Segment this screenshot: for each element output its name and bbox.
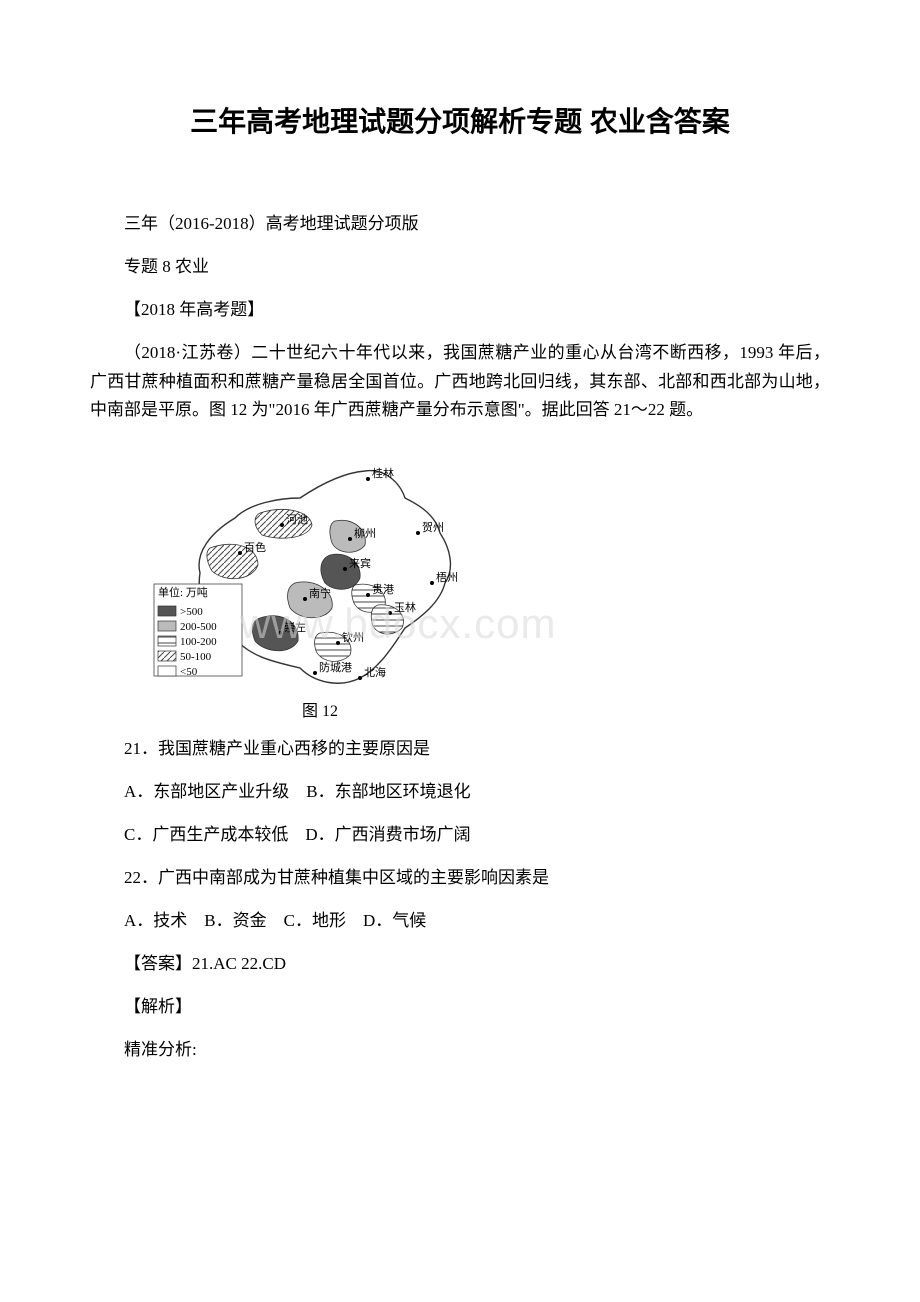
page-title: 三年高考地理试题分项解析专题 农业含答案 bbox=[90, 100, 830, 140]
passage-text: （2018·江苏卷）二十世纪六十年代以来，我国蔗糖产业的重心从台湾不断西移，19… bbox=[90, 339, 830, 426]
analysis-subtitle: 精准分析: bbox=[90, 1036, 830, 1065]
svg-text:桂林: 桂林 bbox=[372, 466, 394, 480]
svg-text:梧州: 梧州 bbox=[436, 570, 458, 584]
svg-text:玉林: 玉林 bbox=[394, 600, 416, 614]
figure-caption: 图 12 bbox=[140, 697, 500, 721]
figure-container: 桂林河池柳州 贺州百色来宾梧州南宁 贵港玉林崇左钦州防城港北海 单位: 万吨 >50… bbox=[140, 443, 830, 721]
question-22-options: A．技术 B．资金 C．地形 D．气候 bbox=[90, 907, 830, 936]
svg-text:百色: 百色 bbox=[244, 540, 266, 554]
svg-text:100-200: 100-200 bbox=[180, 636, 217, 648]
analysis-label: 【解析】 bbox=[90, 993, 830, 1022]
answer-line: 【答案】21.AC 22.CD bbox=[90, 950, 830, 979]
svg-text:南宁: 南宁 bbox=[309, 586, 331, 600]
topic-line: 专题 8 农业 bbox=[90, 253, 830, 282]
svg-text:钦州: 钦州 bbox=[342, 631, 364, 644]
year-heading: 【2018 年高考题】 bbox=[90, 296, 830, 325]
svg-text:防城港: 防城港 bbox=[319, 660, 352, 674]
svg-text:崇左: 崇左 bbox=[284, 621, 306, 634]
svg-text:贵港: 贵港 bbox=[372, 583, 394, 596]
svg-text:200-500: 200-500 bbox=[180, 621, 217, 633]
question-21-options-cd: C．广西生产成本较低 D．广西消费市场广阔 bbox=[90, 821, 830, 850]
svg-text:>500: >500 bbox=[180, 606, 203, 618]
source-line: 三年（2016-2018）高考地理试题分项版 bbox=[90, 210, 830, 239]
svg-text:柳州: 柳州 bbox=[354, 526, 376, 540]
question-21-options-ab: A．东部地区产业升级 B．东部地区环境退化 bbox=[90, 778, 830, 807]
question-22: 22．广西中南部成为甘蔗种植集中区域的主要影响因素是 bbox=[90, 864, 830, 893]
guangxi-map: 桂林河池柳州 贺州百色来宾梧州南宁 贵港玉林崇左钦州防城港北海 单位: 万吨 >50… bbox=[140, 443, 500, 693]
svg-text:贺州: 贺州 bbox=[422, 521, 444, 534]
svg-text:50-100: 50-100 bbox=[180, 651, 212, 663]
svg-text:单位: 万吨: 单位: 万吨 bbox=[158, 585, 208, 599]
question-21: 21．我国蔗糖产业重心西移的主要原因是 bbox=[90, 735, 830, 764]
svg-text:河池: 河池 bbox=[286, 513, 308, 526]
svg-text:<50: <50 bbox=[180, 666, 198, 678]
svg-text:来宾: 来宾 bbox=[349, 556, 371, 570]
svg-text:北海: 北海 bbox=[364, 665, 386, 679]
